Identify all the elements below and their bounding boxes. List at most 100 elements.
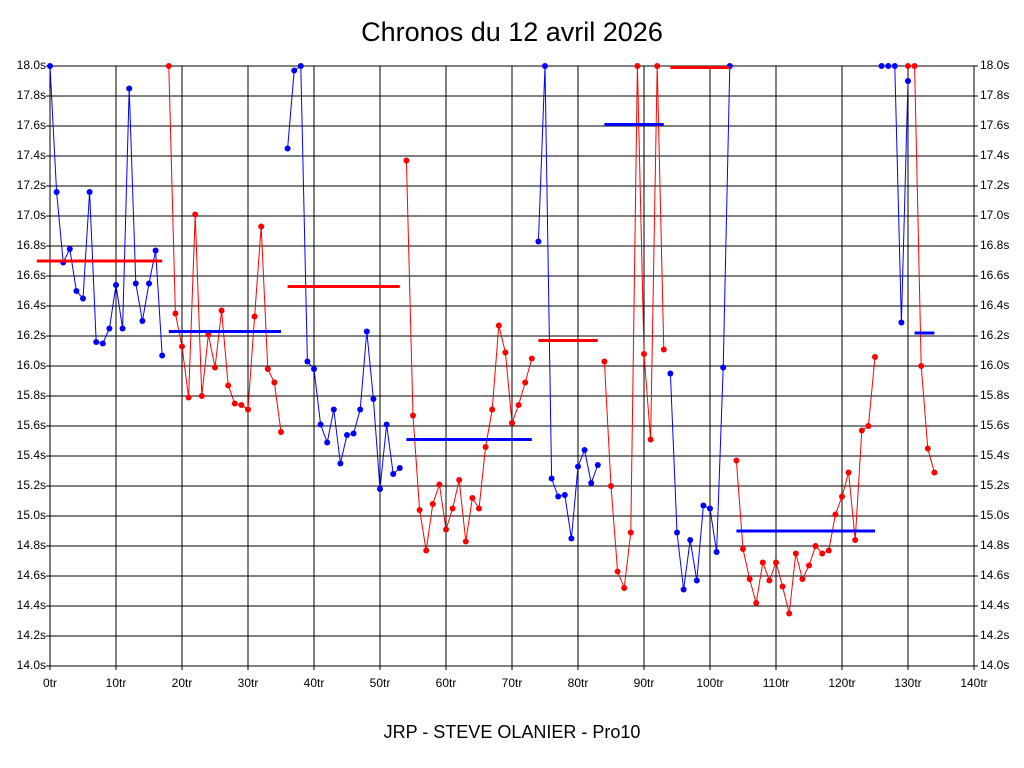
series-point: [238, 402, 245, 408]
series-point: [469, 495, 476, 501]
series-point: [363, 328, 370, 335]
series-point: [132, 280, 139, 287]
series-point: [627, 529, 634, 536]
series-point: [291, 67, 298, 74]
series-point: [456, 477, 463, 483]
series-point: [476, 505, 482, 512]
series-point: [700, 502, 707, 509]
y2-tick-label: 17.6s: [980, 118, 1009, 132]
y2-tick-label: 15.8s: [980, 388, 1009, 402]
y-tick-label: 18.0s: [17, 58, 46, 72]
x-tick-label: 110tr: [763, 676, 789, 690]
series-point: [212, 364, 218, 371]
series-point: [693, 577, 700, 584]
chart-title: Chronos du 12 avril 2026: [361, 17, 663, 47]
y-tick-label: 15.2s: [17, 478, 46, 492]
series-point: [522, 379, 529, 386]
series-point: [528, 355, 535, 362]
series-point: [614, 568, 621, 575]
series-point: [806, 562, 812, 569]
series-point: [225, 382, 232, 389]
series-point: [159, 352, 166, 359]
y-tick-label: 17.4s: [17, 148, 46, 162]
series-point: [264, 366, 271, 372]
series-point: [931, 469, 938, 476]
x-tick-label: 70tr: [502, 676, 523, 690]
series-point: [898, 319, 905, 326]
y-tick-label: 16.8s: [17, 238, 46, 252]
x-tick-label: 10tr: [106, 676, 127, 690]
series-point: [872, 354, 878, 360]
series-point: [641, 351, 647, 357]
y-tick-label: 17.6s: [17, 118, 46, 132]
y-tick-label: 14.2s: [17, 628, 46, 642]
series-point: [634, 63, 641, 69]
y2-tick-label: 14.6s: [980, 568, 1009, 582]
series-point: [416, 507, 423, 513]
x-tick-label: 80tr: [568, 676, 589, 690]
series-point: [337, 460, 344, 467]
y-tick-label: 15.6s: [17, 418, 46, 432]
series-point: [812, 543, 819, 549]
series-point: [139, 318, 146, 324]
y2-tick-label: 16.0s: [980, 358, 1009, 372]
series-point: [819, 550, 826, 557]
series-point: [311, 366, 317, 372]
y-tick-label: 15.8s: [17, 388, 46, 402]
y2-tick-label: 17.4s: [980, 148, 1009, 162]
y2-tick-label: 14.0s: [980, 658, 1009, 672]
series-point: [707, 505, 713, 512]
y-tick-label: 17.8s: [17, 88, 46, 102]
series-point: [449, 505, 456, 512]
series-point: [905, 63, 911, 69]
y2-tick-label: 17.2s: [980, 178, 1009, 192]
series-point: [509, 420, 515, 426]
series-point: [733, 457, 740, 464]
series-point: [396, 465, 403, 471]
series-point: [403, 157, 410, 164]
y2-tick-label: 16.4s: [980, 298, 1009, 312]
y-tick-label: 15.4s: [17, 448, 46, 462]
series-point: [878, 63, 885, 69]
series-point: [905, 78, 911, 84]
y2-tick-label: 17.0s: [980, 208, 1009, 222]
series-point: [746, 576, 753, 582]
series-point: [198, 393, 205, 399]
series-point: [832, 511, 839, 518]
series-point: [753, 600, 760, 606]
y2-tick-label: 14.4s: [980, 598, 1009, 612]
series-point: [502, 349, 509, 356]
series-point: [924, 445, 931, 452]
series-point: [660, 346, 667, 353]
x-tick-label: 90tr: [634, 676, 655, 690]
y2-tick-label: 16.2s: [980, 328, 1009, 342]
series-point: [548, 475, 555, 482]
y2-tick-label: 18.0s: [980, 58, 1009, 72]
series-point: [390, 471, 397, 477]
series-point: [185, 394, 192, 401]
series-point: [462, 538, 469, 545]
series-point: [766, 577, 773, 584]
series-point: [179, 343, 185, 350]
series-point: [839, 493, 845, 500]
series-point: [515, 402, 522, 408]
y-tick-label: 16.4s: [17, 298, 46, 312]
series-point: [106, 325, 113, 332]
series-point: [786, 610, 793, 617]
series-point: [53, 189, 60, 195]
series-point: [317, 421, 324, 428]
series-point: [891, 63, 898, 69]
series-point: [713, 549, 720, 555]
series-point: [119, 325, 126, 332]
series-point: [779, 583, 786, 590]
chart-footer: JRP - STEVE OLANIER - Pro10: [384, 722, 641, 742]
series-point: [370, 396, 377, 402]
series-point: [423, 547, 430, 554]
series-point: [825, 547, 832, 554]
series-point: [436, 481, 443, 488]
series-point: [482, 444, 489, 450]
series-point: [542, 63, 548, 69]
y-tick-label: 16.6s: [17, 268, 46, 282]
series-point: [773, 559, 779, 566]
